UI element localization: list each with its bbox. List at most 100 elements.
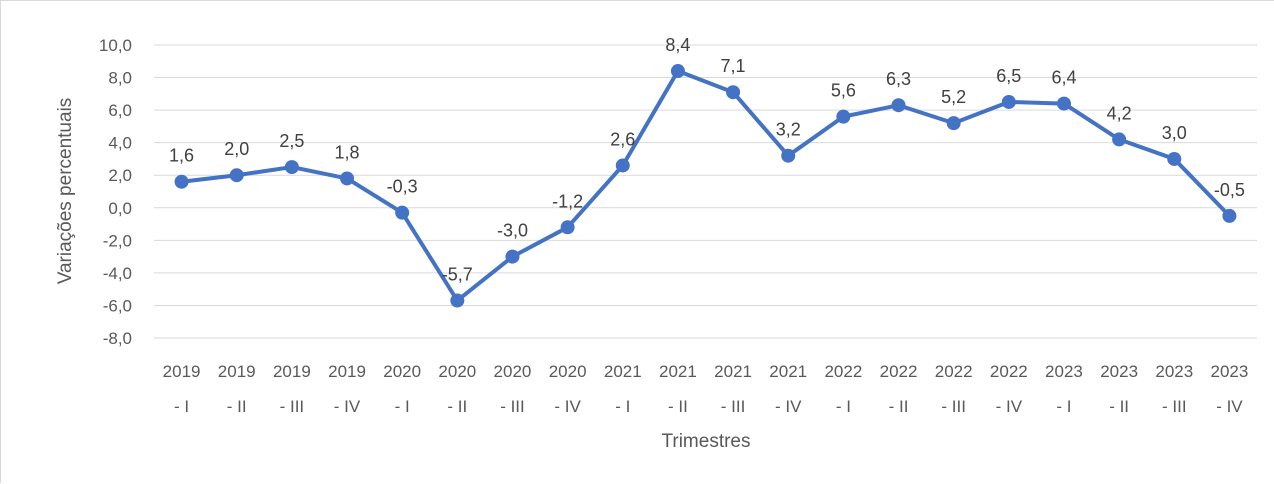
data-label: -3,0 [497, 221, 528, 241]
x-tick-label-year: 2020 [383, 362, 421, 381]
data-label: 3,0 [1162, 123, 1187, 143]
x-tick-label-quarter: - IV [554, 397, 581, 416]
x-axis-title: Trimestres [661, 431, 750, 452]
data-point [560, 220, 575, 235]
x-tick-label-quarter: - I [174, 397, 189, 416]
x-tick-label-year: 2019 [218, 362, 256, 381]
x-axis-tick-labels: 2019 - I 2019 - II 2019 - III 2019 - IV 2020 - I 2… [163, 362, 1249, 416]
data-point [340, 171, 355, 186]
y-tick-label: 8,0 [108, 69, 132, 88]
data-point [615, 158, 630, 173]
x-tick-label-year: 2019 [328, 362, 366, 381]
data-point [836, 109, 851, 124]
gridlines [154, 44, 1257, 339]
data-label: 6,4 [1051, 68, 1076, 88]
x-tick-label-quarter: - IV [996, 397, 1023, 416]
data-point [1001, 94, 1016, 109]
data-label: 5,6 [831, 81, 856, 101]
x-tick-label-quarter: - I [615, 397, 630, 416]
x-tick-label-quarter: - I [1056, 397, 1071, 416]
x-tick-label-year: 2022 [990, 362, 1028, 381]
y-tick-label: -2,0 [103, 231, 132, 250]
x-tick-label-year: 2022 [935, 362, 973, 381]
data-point [891, 98, 906, 113]
data-label: 4,2 [1107, 103, 1132, 123]
x-tick-label-year: 2020 [549, 362, 587, 381]
x-tick-label-year: 2023 [1100, 362, 1138, 381]
x-tick-label-year: 2023 [1045, 362, 1083, 381]
data-label: 6,5 [996, 66, 1021, 86]
y-tick-label: -8,0 [103, 329, 132, 348]
data-point [1222, 208, 1237, 223]
x-tick-label-quarter: - III [941, 397, 966, 416]
x-tick-label-year: 2021 [604, 362, 642, 381]
data-point [1112, 132, 1127, 147]
x-tick-label-year: 2022 [880, 362, 918, 381]
data-point [726, 85, 741, 100]
data-label: -0,5 [1214, 180, 1245, 200]
x-tick-label-quarter: - IV [334, 397, 361, 416]
data-label: 3,2 [776, 120, 801, 140]
x-tick-label-quarter: - III [280, 397, 305, 416]
y-tick-label: 10,0 [99, 36, 132, 55]
series-line [179, 69, 1232, 303]
x-tick-label-year: 2020 [494, 362, 532, 381]
data-label: 7,1 [721, 56, 746, 76]
data-label: -5,7 [442, 265, 473, 285]
y-tick-label: 6,0 [108, 101, 132, 120]
data-label: 2,6 [610, 129, 635, 149]
x-tick-label-year: 2022 [824, 362, 862, 381]
x-tick-label-year: 2020 [438, 362, 476, 381]
y-tick-label: -6,0 [103, 296, 132, 315]
x-tick-label-year: 2021 [714, 362, 752, 381]
data-point [395, 205, 410, 220]
y-tick-label: 2,0 [108, 166, 132, 185]
y-tick-label: 0,0 [108, 199, 132, 218]
data-label: 6,3 [886, 69, 911, 89]
data-label: -1,2 [552, 191, 583, 211]
data-label: 1,6 [169, 146, 194, 166]
series-group [174, 64, 1237, 308]
data-label: 2,5 [279, 131, 304, 151]
x-tick-label-quarter: - II [227, 397, 247, 416]
data-point [946, 116, 961, 131]
data-labels: 1,6 2,0 2,5 1,8 -0,3 -5,7 -3,0 -1,2 2,6 8,4 7,1 3,2… [169, 35, 1245, 285]
data-point [284, 160, 299, 175]
y-axis-title: Variações percentuais [55, 98, 76, 285]
y-tick-label: -4,0 [103, 264, 132, 283]
data-label: 5,2 [941, 87, 966, 107]
data-point [450, 293, 465, 308]
data-label: -0,3 [387, 177, 418, 197]
x-tick-label-quarter: - III [500, 397, 525, 416]
x-tick-label-year: 2021 [769, 362, 807, 381]
x-tick-label-quarter: - II [889, 397, 909, 416]
data-point [505, 249, 520, 264]
x-tick-label-year: 2023 [1155, 362, 1193, 381]
x-tick-label-quarter: - IV [775, 397, 802, 416]
x-tick-label-quarter: - I [836, 397, 851, 416]
x-tick-label-quarter: - II [1109, 397, 1129, 416]
x-tick-label-quarter: - II [668, 397, 688, 416]
x-tick-label-quarter: - III [721, 397, 746, 416]
data-point [1167, 151, 1182, 166]
y-axis-tick-labels: 10,0 8,0 6,0 4,0 2,0 0,0 -2,0 -4,0 -6,0 -8,0 [99, 36, 132, 348]
data-point [670, 64, 685, 79]
data-point [781, 148, 796, 163]
data-label: 1,8 [335, 142, 360, 162]
x-tick-label-quarter: - II [447, 397, 467, 416]
x-tick-label-quarter: - I [395, 397, 410, 416]
data-label: 8,4 [665, 35, 690, 55]
x-tick-label-year: 2019 [273, 362, 311, 381]
data-point [229, 168, 244, 183]
x-tick-label-year: 2019 [163, 362, 201, 381]
data-label: 2,0 [224, 139, 249, 159]
x-tick-label-quarter: - IV [1216, 397, 1243, 416]
x-tick-label-quarter: - III [1162, 397, 1187, 416]
data-point [1056, 96, 1071, 111]
x-tick-label-year: 2021 [659, 362, 697, 381]
y-tick-label: 4,0 [108, 134, 132, 153]
x-tick-label-year: 2023 [1211, 362, 1249, 381]
data-point [174, 174, 189, 189]
